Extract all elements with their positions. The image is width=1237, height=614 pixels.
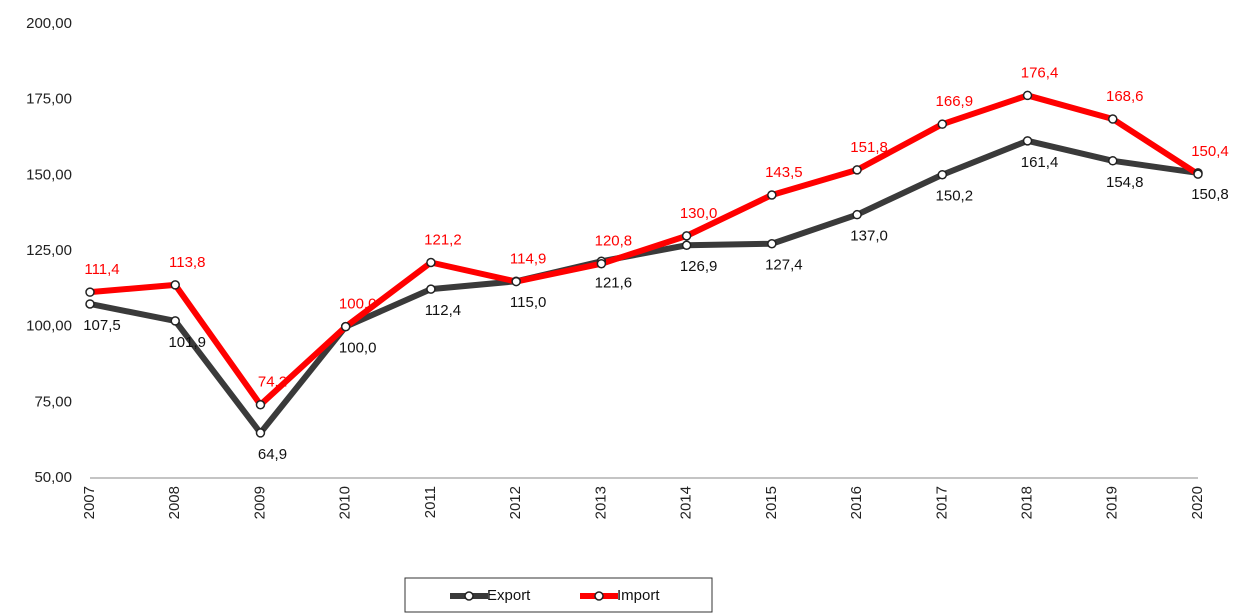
data-label: 111,4 — [84, 261, 119, 278]
point-marker — [852, 209, 862, 220]
data-label: 130,0 — [680, 205, 718, 222]
data-label: 101,9 — [168, 334, 206, 351]
y-tick-label: 200,00 — [26, 15, 72, 32]
point-marker — [1108, 114, 1118, 124]
point-marker — [255, 428, 266, 438]
y-tick-label: 50,00 — [34, 469, 72, 486]
series-line — [89, 92, 1200, 408]
legend-marker — [464, 591, 474, 601]
x-tick-label: 2011 — [422, 486, 439, 518]
data-label: 176,4 — [1021, 64, 1059, 81]
point-marker — [85, 287, 95, 297]
point-marker — [767, 190, 777, 200]
point-marker — [426, 257, 436, 268]
series-line — [89, 137, 1199, 436]
x-tick-label: 2018 — [1019, 486, 1036, 519]
x-tick-label: 2008 — [166, 486, 183, 519]
point-marker — [767, 238, 777, 249]
x-tick-label: 2017 — [933, 486, 950, 519]
data-label: 113,8 — [169, 254, 205, 271]
y-tick-label: 100,00 — [26, 318, 72, 335]
point-marker — [937, 119, 948, 129]
data-label: 121,2 — [424, 231, 462, 248]
point-marker — [681, 240, 692, 250]
legend-label: Import — [617, 587, 660, 604]
x-tick-label: 2015 — [763, 486, 780, 519]
data-label: 126,9 — [680, 258, 718, 275]
point-marker — [426, 284, 436, 294]
data-label: 120,8 — [595, 233, 633, 250]
point-marker — [1022, 90, 1033, 101]
x-tick-label: 2020 — [1189, 486, 1206, 519]
x-tick-label: 2009 — [251, 486, 268, 519]
point-marker — [681, 231, 692, 241]
y-tick-label: 75,00 — [34, 393, 72, 410]
data-label: 161,4 — [1021, 154, 1059, 171]
data-label: 100,0 — [339, 340, 377, 357]
data-label: 100,0 — [339, 296, 377, 313]
x-tick-label: 2012 — [507, 486, 524, 519]
point-marker — [340, 321, 351, 332]
data-label: 64,9 — [258, 446, 287, 463]
point-marker — [511, 276, 521, 287]
data-label: 112,4 — [425, 302, 461, 319]
legend-label: Export — [487, 587, 531, 604]
y-tick-label: 125,00 — [26, 242, 72, 259]
point-marker — [852, 165, 862, 175]
y-tick-label: 150,00 — [26, 166, 72, 183]
data-label: 166,9 — [936, 93, 974, 110]
legend-marker — [594, 591, 604, 601]
point-marker — [255, 400, 266, 410]
x-tick-label: 2016 — [848, 486, 865, 519]
data-label: 143,5 — [765, 164, 803, 181]
point-marker — [170, 316, 180, 326]
point-marker — [1022, 136, 1033, 146]
data-label: 107,5 — [83, 317, 121, 334]
point-marker — [937, 169, 948, 180]
data-label: 115,0 — [510, 294, 546, 311]
y-tick-label: 175,00 — [26, 91, 72, 108]
point-marker — [85, 299, 95, 309]
data-label: 150,4 — [1191, 143, 1229, 160]
data-label: 168,6 — [1106, 88, 1144, 105]
data-label: 121,6 — [595, 274, 633, 291]
point-marker — [170, 280, 180, 290]
data-label: 114,9 — [510, 251, 546, 268]
point-marker — [596, 258, 607, 269]
data-label: 150,8 — [1191, 186, 1229, 203]
x-tick-label: 2010 — [337, 486, 354, 519]
x-tick-label: 2013 — [592, 486, 609, 519]
x-tick-label: 2019 — [1104, 486, 1121, 519]
legend-box — [404, 577, 713, 613]
x-tick-label: 2014 — [678, 486, 695, 519]
point-marker — [1193, 169, 1203, 179]
x-tick-label: 2007 — [81, 486, 98, 519]
data-label: 150,2 — [936, 188, 974, 205]
point-marker — [1108, 156, 1118, 166]
data-label: 154,8 — [1106, 174, 1144, 191]
data-label: 127,4 — [765, 257, 803, 274]
data-label: 74,2 — [258, 374, 287, 391]
data-label: 137,0 — [850, 228, 888, 245]
data-label: 151,8 — [850, 139, 888, 156]
